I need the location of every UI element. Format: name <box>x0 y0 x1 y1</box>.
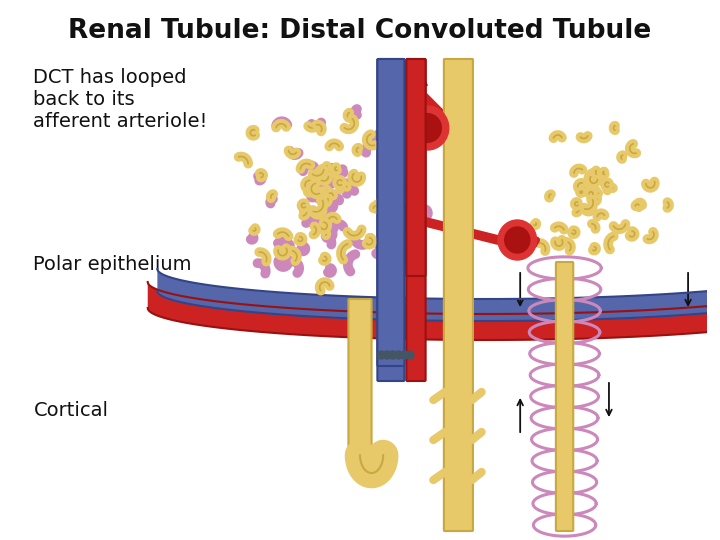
Circle shape <box>377 351 385 359</box>
FancyBboxPatch shape <box>556 262 573 531</box>
Text: Cortical: Cortical <box>33 401 109 420</box>
Circle shape <box>395 351 402 359</box>
Circle shape <box>406 106 449 150</box>
Circle shape <box>505 227 530 253</box>
Circle shape <box>498 220 536 260</box>
FancyBboxPatch shape <box>406 59 426 276</box>
FancyBboxPatch shape <box>444 59 473 531</box>
FancyBboxPatch shape <box>444 59 473 531</box>
FancyBboxPatch shape <box>377 59 405 366</box>
Text: Polar epithelium: Polar epithelium <box>33 255 192 274</box>
Circle shape <box>400 351 408 359</box>
FancyBboxPatch shape <box>348 299 372 456</box>
Text: DCT has looped
back to its
afferent arteriole!: DCT has looped back to its afferent arte… <box>33 69 208 131</box>
Text: Renal Tubule: Distal Convoluted Tubule: Renal Tubule: Distal Convoluted Tubule <box>68 18 652 44</box>
Circle shape <box>389 351 397 359</box>
FancyBboxPatch shape <box>406 59 426 381</box>
FancyBboxPatch shape <box>377 59 405 381</box>
Circle shape <box>383 351 391 359</box>
Circle shape <box>406 351 414 359</box>
Polygon shape <box>349 300 383 473</box>
Circle shape <box>414 114 441 143</box>
